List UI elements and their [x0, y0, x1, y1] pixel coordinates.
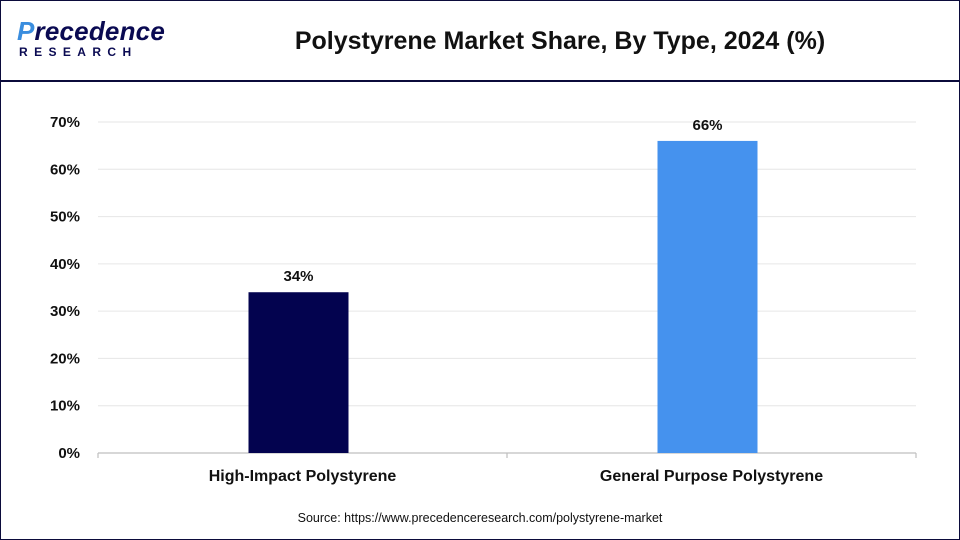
- bar-value-label: 34%: [283, 268, 313, 285]
- brand-logo-initial: P: [17, 16, 35, 46]
- y-tick-label: 50%: [50, 209, 80, 226]
- brand-logo: Precedence RESEARCH: [17, 18, 165, 62]
- x-tick-label: High-Impact Polystyrene: [209, 468, 397, 485]
- bar-chart: 0% 10% 20% 30% 40% 50% 60% 70% 34% High-Impact Po…: [50, 114, 917, 485]
- bar: [657, 140, 758, 453]
- y-tick-label: 10%: [50, 398, 80, 415]
- brand-logo-subtext: RESEARCH: [19, 45, 138, 59]
- chart-title: Polystyrene Market Share, By Type, 2024 …: [294, 27, 826, 55]
- bar-value-label: 66%: [692, 117, 722, 134]
- brand-logo-wordmark: Precedence: [17, 18, 165, 44]
- y-tick-label: 60%: [50, 161, 80, 178]
- y-tick-label: 20%: [50, 350, 80, 367]
- y-tick-label: 30%: [50, 303, 80, 320]
- brand-logo-text: recedence: [34, 16, 165, 46]
- bar: [248, 292, 349, 453]
- y-tick-label: 40%: [50, 256, 80, 273]
- y-tick-label: 0%: [58, 445, 80, 462]
- x-tick-label: General Purpose Polystyrene: [600, 468, 823, 485]
- y-tick-label: 70%: [50, 114, 80, 131]
- chart-header: Precedence RESEARCH Polystyrene Market S…: [0, 0, 960, 82]
- source-note: Source: https://www.precedenceresearch.c…: [297, 511, 663, 525]
